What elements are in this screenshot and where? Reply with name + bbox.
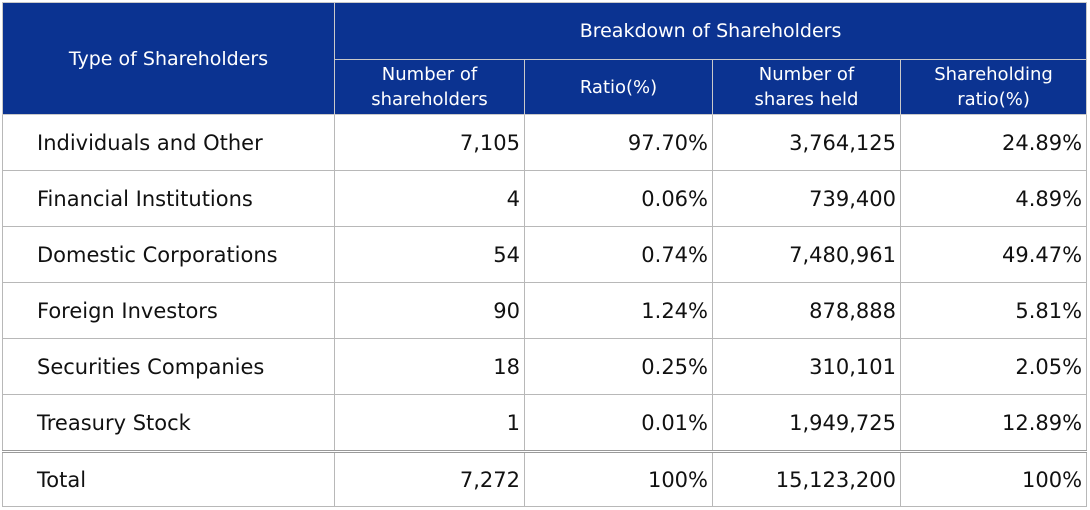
cell-ratio: 0.01% <box>524 394 713 452</box>
cell-shares: 7,480,961 <box>712 226 901 283</box>
header-line: Number of <box>381 64 478 85</box>
cell-shareholders: 4 <box>334 170 525 227</box>
cell-shares: 15,123,200 <box>712 450 901 507</box>
cell-type: Foreign Investors <box>2 282 335 339</box>
cell-share-ratio: 2.05% <box>899 338 1088 395</box>
table-row: Securities Companies 18 0.25% 310,101 2.… <box>2 338 1088 395</box>
header-shareholding-ratio: Shareholding ratio(%) <box>899 59 1088 115</box>
cell-ratio: 1.24% <box>524 282 713 339</box>
cell-ratio: 97.70% <box>524 114 713 171</box>
cell-ratio: 0.25% <box>524 338 713 395</box>
cell-shares: 3,764,125 <box>712 114 901 171</box>
table-row: Financial Institutions 4 0.06% 739,400 4… <box>2 170 1088 227</box>
cell-type: Treasury Stock <box>2 394 335 452</box>
cell-shareholders: 7,105 <box>334 114 525 171</box>
header-number-of-shareholders: Number of shareholders <box>334 59 525 115</box>
cell-shares: 878,888 <box>712 282 901 339</box>
header-line: Shareholding <box>934 64 1053 85</box>
cell-ratio: 0.06% <box>524 170 713 227</box>
cell-shares: 310,101 <box>712 338 901 395</box>
cell-share-ratio: 49.47% <box>899 226 1088 283</box>
cell-shareholders: 90 <box>334 282 525 339</box>
table-row: Domestic Corporations 54 0.74% 7,480,961… <box>2 226 1088 283</box>
cell-share-ratio: 5.81% <box>899 282 1088 339</box>
header-breakdown-of-shareholders: Breakdown of Shareholders <box>333 2 1088 60</box>
header-number-of-shares-held: Number of shares held <box>712 59 901 115</box>
cell-shareholders: 54 <box>334 226 525 283</box>
cell-shares: 1,949,725 <box>712 394 901 452</box>
table-row: Individuals and Other 7,105 97.70% 3,764… <box>2 114 1088 171</box>
header-ratio: Ratio(%) <box>524 59 713 115</box>
header-type-of-shareholders: Type of Shareholders <box>2 2 335 115</box>
cell-type: Individuals and Other <box>2 114 335 171</box>
cell-share-ratio: 4.89% <box>899 170 1088 227</box>
total-row: Total 7,272 100% 15,123,200 100% <box>2 450 1088 507</box>
header-line: shares held <box>754 89 859 110</box>
cell-shareholders: 18 <box>334 338 525 395</box>
cell-share-ratio: 12.89% <box>899 394 1088 452</box>
cell-shareholders: 1 <box>334 394 525 452</box>
cell-share-ratio: 24.89% <box>899 114 1088 171</box>
cell-shares: 739,400 <box>712 170 901 227</box>
cell-shareholders: 7,272 <box>334 450 525 507</box>
cell-type: Total <box>2 450 335 507</box>
table-row: Foreign Investors 90 1.24% 878,888 5.81% <box>2 282 1088 339</box>
cell-ratio: 100% <box>524 450 713 507</box>
cell-type: Securities Companies <box>2 338 335 395</box>
header-line: Number of <box>758 64 855 85</box>
cell-share-ratio: 100% <box>899 450 1088 507</box>
header-line: ratio(%) <box>957 89 1030 110</box>
cell-ratio: 0.74% <box>524 226 713 283</box>
table-row: Treasury Stock 1 0.01% 1,949,725 12.89% <box>2 394 1088 452</box>
header-line: shareholders <box>371 89 488 110</box>
header-line: Ratio(%) <box>579 76 658 98</box>
cell-type: Domestic Corporations <box>2 226 335 283</box>
cell-type: Financial Institutions <box>2 170 335 227</box>
